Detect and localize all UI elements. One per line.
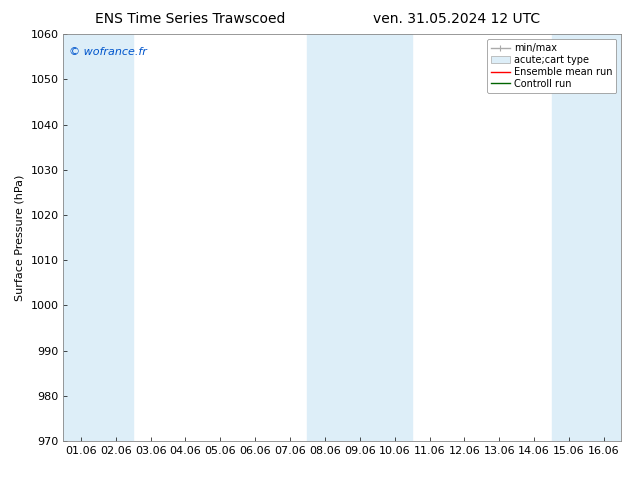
Bar — [63, 34, 133, 441]
Bar — [552, 34, 621, 441]
Y-axis label: Surface Pressure (hPa): Surface Pressure (hPa) — [15, 174, 25, 301]
Text: ven. 31.05.2024 12 UTC: ven. 31.05.2024 12 UTC — [373, 12, 540, 26]
Bar — [307, 34, 412, 441]
Text: ENS Time Series Trawscoed: ENS Time Series Trawscoed — [95, 12, 285, 26]
Text: © wofrance.fr: © wofrance.fr — [69, 47, 147, 56]
Legend: min/max, acute;cart type, Ensemble mean run, Controll run: min/max, acute;cart type, Ensemble mean … — [487, 39, 616, 93]
